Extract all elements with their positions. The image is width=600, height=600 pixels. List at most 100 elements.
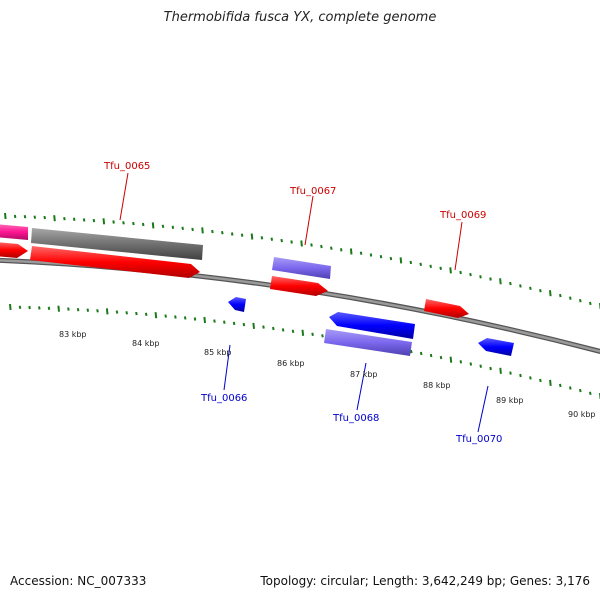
scale-labels: 83 kbp 84 kbp 85 kbp 86 kbp 87 kbp 88 kb… [59,330,596,419]
upper-minor-tick [589,301,592,306]
scale-major-tick [203,316,206,324]
upper-minor-tick [569,296,572,300]
scale-minor-tick [242,322,246,327]
scale-minor-tick [262,325,265,329]
upper-minor-tick [559,293,562,298]
label-tfu-0068[interactable]: Tfu_0068 [332,413,379,424]
scale-minor-tick [232,321,236,326]
cds-forward-long[interactable] [30,246,200,278]
label-leaders [119,172,489,433]
scale-minor-tick [115,310,119,314]
scale-minor-tick [321,334,324,338]
upper-minor-tick [509,281,512,286]
scale-minor-tick [174,315,177,319]
scale-label-88: 88 kbp [423,381,451,390]
feature-gray-tfu-0065[interactable] [31,228,203,260]
upper-minor-tick [280,238,283,243]
scale-minor-tick [529,376,532,380]
upper-minor-tick [339,248,343,252]
label-tfu-0066[interactable]: Tfu_0066 [200,393,247,404]
cds-forward-left[interactable] [0,242,28,258]
upper-minor-tick [419,262,422,266]
feature-labels: Tfu_0065 Tfu_0066 Tfu_0067 Tfu_0068 Tfu_… [103,161,502,445]
scale-minor-tick [144,312,148,316]
upper-major-tick [201,227,204,234]
upper-major-tick [53,215,56,222]
scale-minor-tick [38,306,41,310]
label-tfu-0065[interactable]: Tfu_0065 [103,161,150,172]
scale-minor-tick [67,307,70,311]
upper-minor-tick [529,286,532,290]
feature-purple-0068[interactable] [324,329,412,356]
map-title: Thermobifida fusca YX, complete genome [163,10,437,25]
upper-minor-tick [489,277,492,281]
scale-label-89: 89 kbp [496,396,524,405]
cds-forward-0069[interactable] [424,299,469,318]
reverse-features [228,297,514,356]
upper-minor-tick [72,217,76,221]
scale-minor-tick [47,306,51,310]
upper-minor-tick [439,266,442,270]
scale-label-86: 86 kbp [277,359,305,368]
scale-minor-tick [579,388,582,393]
upper-minor-tick [191,227,194,232]
upper-minor-tick [429,264,432,268]
upper-minor-tick [579,299,582,303]
upper-minor-tick [479,275,482,279]
scale-minor-tick [519,373,522,378]
upper-major-tick [549,290,552,297]
upper-minor-tick [330,246,333,250]
upper-major-tick [399,257,403,264]
upper-minor-tick [33,215,37,219]
cds-reverse-0070[interactable] [478,338,514,356]
cds-reverse-0066[interactable] [228,297,246,312]
scale-minor-tick [509,371,512,375]
scale-major-tick [252,322,255,329]
scale-minor-tick [589,391,592,395]
upper-minor-tick [379,255,383,259]
upper-minor-tick [230,232,234,236]
label-tfu-0069[interactable]: Tfu_0069 [439,210,486,221]
upper-major-tick [349,248,353,255]
upper-major-tick [250,233,254,240]
scale-minor-tick [213,319,216,323]
scale-minor-tick [489,366,492,371]
cds-forward-0067[interactable] [270,276,328,296]
scale-minor-tick [459,360,463,364]
accession-text: Accession: NC_007333 [10,574,147,588]
upper-major-tick [4,212,7,220]
scale-minor-tick [281,328,285,332]
scale-minor-tick [28,305,31,310]
scale-minor-tick [469,362,473,366]
scale-minor-tick [164,314,167,318]
cds-reverse-0068[interactable] [329,312,415,339]
upper-minor-tick [369,253,373,257]
upper-minor-tick [43,215,46,220]
scale-minor-tick [125,311,128,315]
scale-minor-tick [18,305,22,309]
upper-minor-tick [270,237,274,241]
upper-minor-tick [409,260,413,265]
feature-purple-tfu-0067[interactable] [272,257,331,279]
upper-major-tick [151,222,155,229]
label-tfu-0067[interactable]: Tfu_0067 [289,186,336,197]
upper-major-tick [102,218,106,225]
scale-minor-tick [86,308,90,312]
scale-label-84: 84 kbp [132,339,160,348]
feature-pink[interactable] [0,224,28,240]
scale-minor-tick [311,332,314,336]
upper-minor-tick [310,243,313,247]
scale-major-tick [499,367,502,374]
upper-minor-tick [221,231,224,235]
upper-minor-tick [171,225,175,229]
upper-minor-tick [359,251,363,255]
scale-minor-tick [135,311,138,316]
scale-minor-tick [272,326,275,331]
upper-major-tick [300,240,303,247]
label-tfu-0070[interactable]: Tfu_0070 [455,434,502,445]
scale-major-tick [301,329,305,336]
upper-minor-tick [290,240,293,244]
scale-minor-tick [479,364,482,368]
upper-minor-tick [240,233,244,237]
